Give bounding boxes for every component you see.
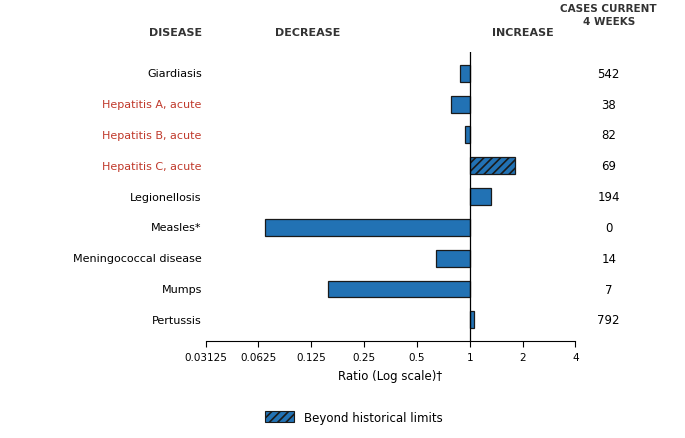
Text: 69: 69 — [601, 160, 616, 173]
Bar — [436, 250, 470, 267]
Text: Hepatitis A, acute: Hepatitis A, acute — [103, 100, 202, 110]
Bar — [265, 219, 470, 237]
Bar — [470, 158, 514, 175]
X-axis label: Ratio (Log scale)†: Ratio (Log scale)† — [338, 369, 443, 382]
Text: Mumps: Mumps — [162, 284, 202, 294]
Text: Measles*: Measles* — [151, 223, 202, 233]
Text: Pertussis: Pertussis — [152, 315, 202, 325]
Text: 792: 792 — [597, 314, 620, 327]
Bar — [327, 281, 470, 298]
Text: DISEASE: DISEASE — [149, 28, 202, 38]
Legend: Beyond historical limits: Beyond historical limits — [260, 406, 447, 428]
Text: 542: 542 — [597, 67, 620, 81]
Text: 7: 7 — [605, 283, 612, 296]
Text: 82: 82 — [601, 129, 616, 142]
Text: INCREASE: INCREASE — [492, 28, 553, 38]
Text: Giardiasis: Giardiasis — [147, 69, 202, 79]
Text: 38: 38 — [601, 99, 616, 111]
Text: Legionellosis: Legionellosis — [130, 192, 202, 202]
Text: Hepatitis C, acute: Hepatitis C, acute — [102, 161, 202, 171]
Bar — [470, 189, 491, 205]
Text: 14: 14 — [601, 252, 616, 265]
Bar — [464, 127, 470, 144]
Text: 194: 194 — [597, 191, 620, 204]
Text: DECREASE: DECREASE — [275, 28, 340, 38]
Bar — [460, 66, 470, 82]
Bar — [451, 96, 470, 113]
Text: Hepatitis B, acute: Hepatitis B, acute — [103, 131, 202, 141]
Bar — [470, 312, 474, 328]
Text: 0: 0 — [605, 221, 612, 234]
Text: CASES CURRENT
4 WEEKS: CASES CURRENT 4 WEEKS — [560, 4, 657, 27]
Text: Meningococcal disease: Meningococcal disease — [73, 254, 202, 264]
